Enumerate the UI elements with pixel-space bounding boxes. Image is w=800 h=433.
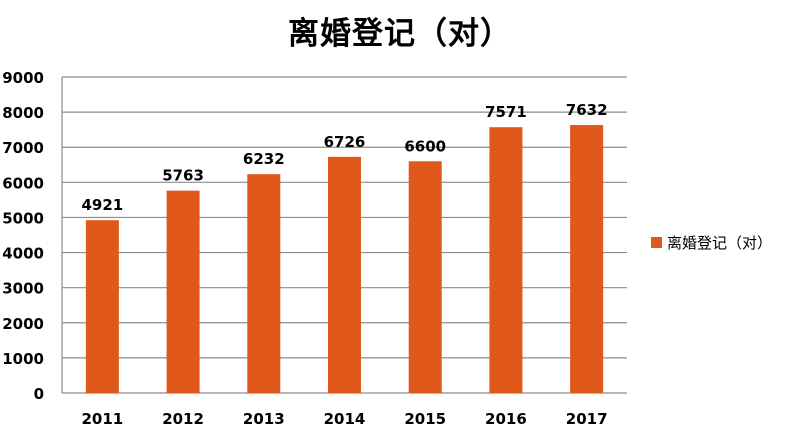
data-label: 6726 xyxy=(324,133,366,151)
y-tick-label: 3000 xyxy=(2,280,44,298)
x-tick-label: 2015 xyxy=(404,410,446,428)
data-label: 6232 xyxy=(243,150,285,168)
data-label: 5763 xyxy=(162,167,204,185)
y-tick-label: 9000 xyxy=(2,69,44,87)
legend-label: 离婚登记（对） xyxy=(667,234,773,252)
bar-2013 xyxy=(247,174,281,393)
data-label: 7571 xyxy=(485,103,527,121)
bar-2014 xyxy=(328,156,361,393)
bar-2011 xyxy=(85,220,119,393)
data-label: 7632 xyxy=(566,101,608,119)
x-tick-label: 2013 xyxy=(243,410,285,428)
x-tick-label: 2017 xyxy=(566,410,608,428)
x-tick-label: 2014 xyxy=(324,410,366,428)
x-tick-label: 2011 xyxy=(81,410,123,428)
chart-legend: 离婚登记（对） xyxy=(651,232,772,253)
y-tick-label: 2000 xyxy=(2,315,44,333)
y-tick-label: 7000 xyxy=(2,139,44,157)
legend-swatch xyxy=(651,237,662,248)
data-label: 4921 xyxy=(81,196,123,214)
x-tick-label: 2016 xyxy=(485,410,527,428)
bar-2015 xyxy=(408,161,442,393)
y-tick-label: 0 xyxy=(34,385,44,403)
x-tick-label: 2012 xyxy=(162,410,204,428)
bar-2017 xyxy=(570,125,604,394)
y-tick-label: 6000 xyxy=(2,174,44,192)
y-tick-label: 4000 xyxy=(2,245,44,263)
bar-2016 xyxy=(489,127,523,394)
data-label: 6600 xyxy=(404,137,446,155)
y-tick-label: 5000 xyxy=(2,209,44,227)
y-tick-label: 1000 xyxy=(2,350,44,368)
y-tick-label: 8000 xyxy=(2,104,44,122)
bar-2012 xyxy=(166,190,200,393)
chart-title: 离婚登记（对） xyxy=(288,16,512,52)
